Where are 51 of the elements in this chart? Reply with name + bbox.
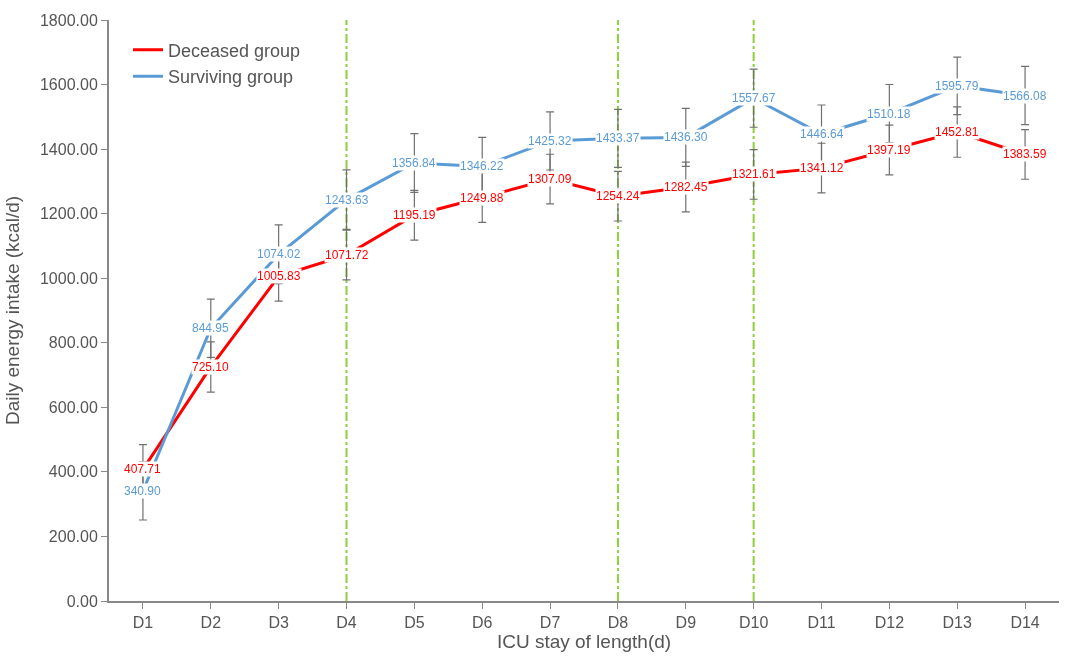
- x-tick-label: D2: [200, 614, 222, 632]
- data-label: 1307.09: [528, 172, 572, 186]
- data-label: 1282.45: [664, 180, 708, 194]
- x-tick-label: D13: [942, 614, 972, 632]
- y-tick-label: 400.00: [48, 463, 98, 481]
- y-tick-label: 1200.00: [39, 205, 98, 223]
- y-tick-label: 1000.00: [39, 269, 98, 287]
- x-tick-label: D1: [132, 614, 154, 632]
- y-tick-label: 1600.00: [39, 76, 98, 94]
- y-tick-label: 1800.00: [39, 11, 98, 29]
- x-tick-label: D4: [336, 614, 357, 632]
- data-label: 1243.63: [325, 193, 369, 207]
- data-label: 1383.59: [1003, 147, 1047, 161]
- x-tick-label: D14: [1010, 614, 1040, 632]
- legend-label: Surviving group: [168, 67, 294, 88]
- data-label: 1425.32: [528, 134, 572, 148]
- y-tick-label: 600.00: [48, 398, 98, 416]
- y-tick-label: 0.00: [66, 592, 98, 610]
- x-tick-label: D7: [539, 614, 561, 632]
- x-tick-label: D10: [738, 614, 769, 632]
- y-tick-label: 1400.00: [39, 140, 98, 158]
- x-tick-label: D3: [268, 614, 289, 632]
- data-label: 1346.22: [460, 159, 504, 173]
- x-tick-label: D11: [807, 614, 836, 632]
- data-label: 1433.37: [596, 131, 640, 145]
- x-tick-label: D9: [675, 614, 697, 632]
- data-label: 1356.84: [392, 156, 436, 170]
- data-label: 1071.72: [325, 248, 369, 262]
- x-tick-label: D5: [404, 614, 425, 632]
- y-tick-label: 200.00: [48, 528, 98, 546]
- x-axis-title: ICU stay of length(d): [496, 631, 672, 653]
- x-tick-label: D12: [874, 614, 905, 632]
- x-tick-label: D8: [607, 614, 629, 632]
- data-label: 1254.24: [596, 189, 640, 203]
- x-tick-label: D6: [471, 614, 493, 632]
- data-label: 1557.67: [732, 91, 776, 105]
- data-label: 1397.19: [867, 143, 911, 157]
- legend-label: Deceased group: [168, 40, 301, 61]
- data-label: 1595.79: [935, 79, 979, 93]
- data-label: 1566.08: [1003, 89, 1047, 103]
- data-label: 1005.83: [257, 269, 301, 283]
- data-label: 1510.18: [867, 107, 911, 121]
- data-label: 1341.12: [800, 161, 844, 175]
- data-label: 1436.30: [664, 130, 708, 144]
- data-label: 1452.81: [935, 125, 979, 139]
- data-label: 1249.88: [460, 191, 504, 205]
- data-label: 1074.02: [257, 247, 301, 261]
- y-tick-label: 800.00: [48, 334, 98, 352]
- data-label: 1446.64: [800, 127, 844, 141]
- data-label: 1321.61: [732, 167, 776, 181]
- y-axis-title: Daily energy intake (kcal/d): [2, 195, 24, 426]
